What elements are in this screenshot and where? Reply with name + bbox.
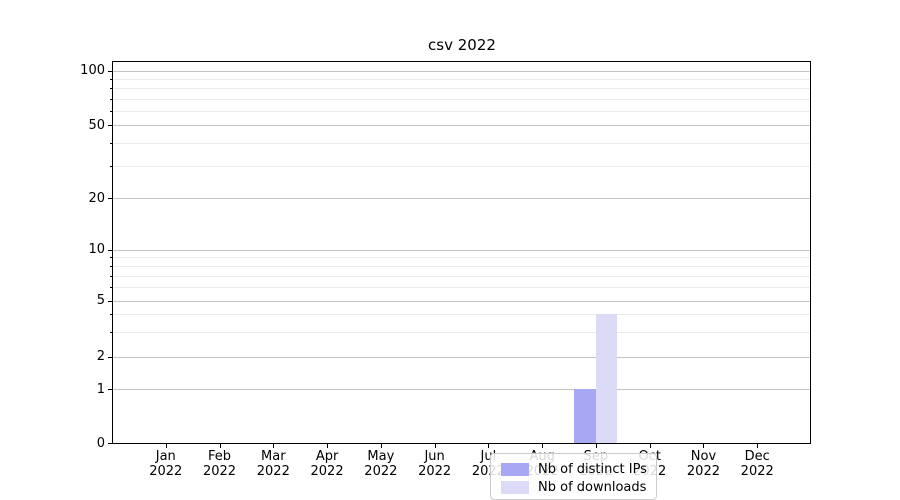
major-gridline <box>113 249 810 251</box>
y-tick-label: 10 <box>88 242 105 257</box>
y-tick-mark <box>108 300 112 302</box>
x-tick-label: Apr 2022 <box>310 449 344 479</box>
major-gridline <box>113 356 810 358</box>
y-minor-tick-mark <box>110 257 112 259</box>
x-tick-mark <box>488 444 490 448</box>
x-tick-label: May 2022 <box>364 449 398 479</box>
y-minor-tick-mark <box>110 98 112 100</box>
x-tick-mark <box>273 444 275 448</box>
x-tick-mark <box>757 444 759 448</box>
x-tick-mark <box>219 444 221 448</box>
y-tick-mark <box>108 249 112 251</box>
bar-downloads <box>595 314 618 443</box>
y-tick-label: 0 <box>96 435 105 451</box>
minor-gridline <box>113 142 810 144</box>
legend-swatch-downloads-icon <box>501 480 529 494</box>
minor-gridline <box>113 265 810 267</box>
x-tick-label: Dec 2022 <box>740 449 774 479</box>
y-minor-tick-mark <box>110 331 112 333</box>
major-gridline <box>113 198 810 199</box>
y-tick-mark <box>108 443 112 444</box>
x-tick-mark <box>434 444 436 448</box>
legend-label-distinct-ips: Nb of distinct IPs <box>538 461 647 477</box>
y-tick-mark <box>108 198 112 199</box>
minor-gridline <box>113 110 810 112</box>
legend: Nb of distinct IPs Nb of downloads <box>490 453 657 500</box>
bar-distinct-ips <box>574 389 596 443</box>
y-minor-tick-mark <box>110 287 112 289</box>
major-gridline <box>113 70 810 72</box>
x-tick-label: Mar 2022 <box>256 449 290 479</box>
x-tick-label: Jun 2022 <box>418 449 452 479</box>
x-tick-mark <box>595 444 597 448</box>
major-gridline <box>113 125 810 126</box>
y-tick-label: 100 <box>80 63 105 78</box>
y-tick-mark <box>108 389 112 390</box>
minor-gridline <box>113 78 810 80</box>
legend-item-distinct-ips: Nb of distinct IPs <box>501 460 647 478</box>
y-tick-label: 20 <box>88 190 105 206</box>
x-tick-mark <box>380 444 382 448</box>
y-minor-tick-mark <box>110 78 112 80</box>
y-minor-tick-mark <box>110 265 112 267</box>
y-minor-tick-mark <box>110 88 112 90</box>
minor-gridline <box>113 287 810 289</box>
major-gridline <box>113 300 810 302</box>
y-minor-tick-mark <box>110 142 112 144</box>
y-minor-tick-mark <box>110 275 112 277</box>
major-gridline <box>113 389 810 390</box>
minor-gridline <box>113 98 810 100</box>
y-tick-mark <box>108 356 112 358</box>
plot-area: Nb of distinct IPs Nb of downloads <box>112 61 811 500</box>
y-tick-mark <box>108 70 112 72</box>
legend-label-downloads: Nb of downloads <box>538 479 647 495</box>
chart-title: csv 2022 <box>428 36 496 54</box>
y-tick-label: 5 <box>96 293 105 308</box>
legend-item-downloads: Nb of downloads <box>501 478 646 496</box>
x-tick-mark <box>327 444 329 448</box>
y-tick-label: 1 <box>96 381 105 397</box>
y-tick-label: 50 <box>88 117 105 133</box>
x-tick-label: Nov 2022 <box>686 449 720 479</box>
y-minor-tick-mark <box>110 165 112 167</box>
minor-gridline <box>113 314 810 316</box>
y-tick-mark <box>108 125 112 126</box>
minor-gridline <box>113 88 810 90</box>
y-tick-label: 2 <box>96 349 105 364</box>
x-tick-label: Jan 2022 <box>149 449 183 479</box>
minor-gridline <box>113 165 810 167</box>
x-tick-mark <box>165 444 167 448</box>
y-minor-tick-mark <box>110 314 112 316</box>
x-tick-label: Feb 2022 <box>202 449 237 479</box>
x-tick-mark <box>542 444 544 448</box>
minor-gridline <box>113 275 810 277</box>
x-tick-mark <box>703 444 705 448</box>
x-tick-mark <box>649 444 651 448</box>
minor-gridline <box>113 257 810 259</box>
y-minor-tick-mark <box>110 110 112 112</box>
legend-swatch-distinct-ips-icon <box>501 462 529 476</box>
minor-gridline <box>113 331 810 333</box>
